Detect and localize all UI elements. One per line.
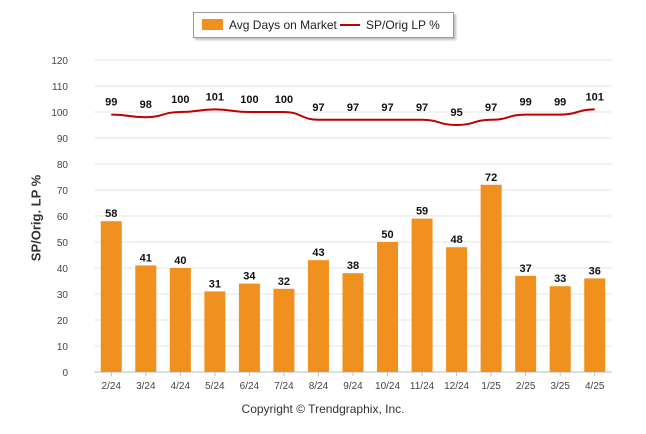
bar [273, 288, 295, 372]
y-tick-label: 50 [57, 238, 69, 249]
line-value-label: 101 [206, 91, 224, 103]
bar [342, 273, 364, 372]
x-tick-label: 9/24 [343, 381, 363, 392]
x-tick-label: 6/24 [240, 381, 260, 392]
line-value-label: 98 [140, 99, 152, 111]
line-value-label: 99 [105, 97, 117, 109]
y-tick-label: 0 [62, 368, 68, 379]
x-tick-label: 8/24 [309, 381, 329, 392]
bar [307, 260, 329, 372]
bar-value-label: 40 [174, 255, 186, 267]
legend-line-label: SP/Orig LP % [366, 18, 440, 32]
bar [411, 218, 433, 372]
y-tick-label: 20 [57, 316, 69, 327]
y-tick-label: 30 [57, 290, 69, 301]
line-value-label: 97 [381, 102, 393, 114]
x-tick-label: 3/24 [136, 381, 156, 392]
line-value-label: 100 [275, 94, 293, 106]
bar-series [100, 184, 606, 372]
bar-value-label: 37 [520, 263, 532, 275]
line-value-label: 95 [450, 107, 462, 119]
x-tick-label: 1/25 [481, 381, 501, 392]
line-value-label: 97 [347, 102, 359, 114]
y-tick-label: 40 [57, 264, 69, 275]
legend-bar-swatch [202, 19, 223, 30]
bar-value-label: 38 [347, 260, 359, 272]
line-value-label: 100 [240, 94, 258, 106]
bar [549, 286, 571, 372]
bar-value-label: 50 [381, 229, 393, 241]
bar [169, 268, 191, 372]
bar-data-labels: 58 41 40 31 34 32 43 38 50 59 48 72 37 33 36 [105, 172, 601, 291]
y-tick-label: 90 [57, 134, 69, 145]
bar-value-label: 34 [243, 271, 256, 283]
bar [204, 291, 226, 372]
line-value-label: 100 [171, 94, 189, 106]
x-tick-label: 10/24 [375, 381, 400, 392]
line-value-label: 97 [312, 102, 324, 114]
bar [515, 275, 537, 372]
bar [100, 221, 122, 372]
y-tick-label: 10 [57, 342, 69, 353]
line-value-label: 99 [520, 97, 532, 109]
bar-value-label: 58 [105, 208, 117, 220]
line-value-label: 99 [554, 97, 566, 109]
bar-value-label: 48 [450, 234, 462, 246]
y-tick-label: 120 [51, 56, 68, 67]
bar [446, 247, 468, 372]
x-tick-label: 5/24 [205, 381, 225, 392]
line-series-path [111, 108, 595, 127]
x-tick-label: 2/25 [516, 381, 536, 392]
line-value-label: 101 [586, 91, 604, 103]
x-tick-label: 2/24 [102, 381, 122, 392]
bar-value-label: 36 [589, 265, 601, 277]
bar [480, 184, 502, 372]
line-value-label: 97 [485, 102, 497, 114]
x-tick-label: 11/24 [410, 381, 435, 392]
y-tick-label: 60 [57, 212, 69, 223]
line-data-labels: 99 98 100 101 100 100 97 97 97 97 95 97 99 99 101 [105, 91, 604, 119]
y-tick-label: 80 [57, 160, 69, 171]
line-series [111, 108, 595, 127]
legend-line-swatch [340, 24, 360, 26]
x-tick-label: 7/24 [274, 381, 294, 392]
x-tick-label: 12/24 [444, 381, 469, 392]
x-tick-label: 3/25 [550, 381, 570, 392]
bar-value-label: 33 [554, 273, 566, 285]
copyright-text: Copyright © Trendgraphix, Inc. [241, 402, 405, 416]
bar [377, 242, 399, 372]
bar-value-label: 31 [209, 278, 221, 290]
y-tick-label: 110 [52, 82, 68, 93]
bar-value-label: 32 [278, 276, 290, 288]
bar-value-label: 43 [312, 247, 324, 259]
bar-value-label: 41 [140, 252, 152, 264]
y-tick-label: 100 [51, 108, 68, 119]
y-tick-label: 70 [57, 186, 69, 197]
bar-value-label: 72 [485, 172, 497, 184]
y-axis-ticks: 0 10 20 30 40 50 60 70 80 90 100 110 120 [51, 56, 68, 379]
bar [238, 283, 260, 372]
y-axis-title: SP/Orig. LP % [28, 174, 44, 262]
bar [584, 278, 606, 372]
line-value-label: 97 [416, 102, 428, 114]
x-tick-label: 4/24 [171, 381, 191, 392]
bar-value-label: 59 [416, 206, 428, 218]
legend-bar-label: Avg Days on Market [229, 18, 337, 32]
x-tick-label: 4/25 [585, 381, 605, 392]
legend: Avg Days on Market SP/Orig LP % [193, 12, 454, 38]
bar [135, 265, 157, 372]
x-axis-ticks: 2/24 3/24 4/24 5/24 6/24 7/24 8/24 9/24 10/24 11/… [102, 372, 605, 392]
